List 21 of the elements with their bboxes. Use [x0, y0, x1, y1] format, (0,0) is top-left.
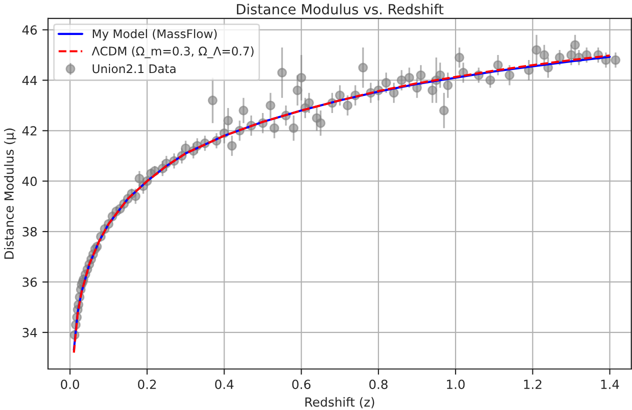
- x-tick-label: 0.2: [138, 380, 156, 390]
- legend-label: My Model (MassFlow): [92, 29, 217, 40]
- y-tick-label: 46: [22, 25, 37, 35]
- legend-label: ΛCDM (Ω_m=0.3, Ω_Λ=0.7): [92, 46, 254, 58]
- x-tick-label: 0.4: [215, 380, 234, 390]
- x-tick-label: 1.2: [524, 380, 542, 389]
- y-tick-label: 44: [22, 76, 37, 85]
- x-tick-label: 0.6: [292, 380, 310, 390]
- y-tick-label: 36: [22, 277, 37, 287]
- legend-label: Union2.1 Data: [92, 64, 176, 74]
- x-tick-label: 0.0: [60, 380, 80, 390]
- x-tick-label: 1.4: [601, 380, 620, 389]
- y-tick-label: 40: [22, 176, 37, 186]
- x-tick-label: 0.8: [369, 380, 388, 390]
- x-axis-title: Redshift (z): [305, 397, 374, 408]
- y-tick-label: 34: [22, 328, 37, 338]
- y-axis-title: Distance Modulus (μ): [4, 128, 16, 259]
- x-tick-label: 1.0: [446, 380, 465, 390]
- chart-title: Distance Modulus vs. Redshift: [236, 4, 444, 14]
- y-tick-label: 38: [22, 227, 37, 236]
- y-tick-label: 42: [22, 126, 36, 136]
